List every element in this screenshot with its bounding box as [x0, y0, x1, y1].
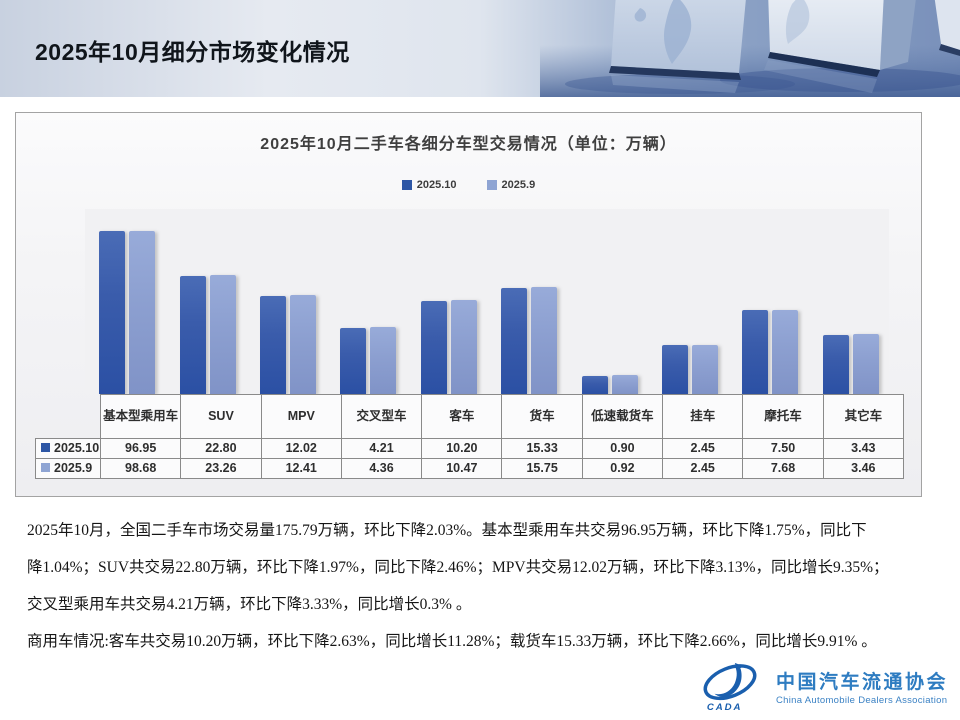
table-value-cell: 96.95 [99, 438, 182, 459]
legend-item: 2025.9 [486, 179, 536, 191]
table-header-cell: MPV [260, 394, 342, 439]
bar-group-MPV [246, 209, 326, 394]
table-value-cell: 0.92 [581, 458, 664, 479]
series-swatch-icon [41, 463, 50, 473]
legend-item: 2025.10 [401, 179, 457, 191]
bar-2025.9-货车 [531, 287, 558, 394]
bar-2025.10-基本型乘用车 [99, 231, 126, 394]
table-value-cell: 4.21 [340, 438, 423, 459]
chart-data-table: 基本型乘用车 SUV MPV 交叉型车 客车 货车 低速载货车 挂车 摩托车 其它车 2025.10… [35, 394, 905, 479]
table-value-cell: 98.68 [99, 458, 182, 479]
bar-group-基本型乘用车 [85, 209, 165, 394]
bar-2025.10-低速载货车 [581, 376, 608, 394]
bar-2025.10-挂车 [662, 345, 689, 394]
legend-swatch-icon [486, 180, 497, 190]
series-swatch-icon [41, 443, 50, 453]
plot-area [85, 209, 889, 394]
bar-group-货车 [487, 209, 567, 394]
legend-swatch-icon [401, 180, 412, 190]
bar-2025.9-低速载货车 [611, 375, 638, 394]
table-value-cell: 10.47 [421, 458, 503, 479]
bar-2025.9-其它车 [852, 334, 879, 394]
bar-2025.9-摩托车 [772, 310, 799, 394]
legend-label: 2025.10 [416, 179, 457, 191]
table-value-cell: 2.45 [662, 438, 744, 459]
cada-logo: CADA 中国汽车流通协会 China Automobile Dealers A… [693, 659, 948, 713]
bar-2025.10-其它车 [822, 335, 849, 394]
bar-group-客车 [407, 209, 487, 394]
cada-emblem-icon: CADA [703, 662, 757, 713]
bar-2025.10-客车 [420, 301, 447, 394]
table-row-label: 2025.9 [35, 458, 101, 479]
summary-line: 交叉型乘用车共交易4.21万辆，环比下降3.33%，同比增长0.3% 。 [27, 596, 472, 613]
table-value-cell: 4.36 [340, 458, 423, 479]
bar-2025.10-MPV [260, 296, 287, 394]
bar-group-低速载货车 [567, 209, 647, 394]
table-value-cell: 15.33 [501, 438, 583, 459]
summary-line: 2025年10月，全国二手车市场交易量175.79万辆，环比下降2.03%。基本… [27, 522, 867, 539]
summary-line: 商用车情况:客车共交易10.20万辆，环比下降2.63%，同比增长11.28%；… [27, 633, 877, 650]
table-value-cell: 2.45 [662, 458, 744, 479]
table-corner-cell [36, 395, 101, 439]
bar-2025.9-交叉型车 [370, 327, 397, 394]
table-value-cell: 7.50 [742, 438, 824, 459]
table-value-cell: 12.02 [260, 438, 342, 459]
logo-texts: 中国汽车流通协会 China Automobile Dealers Associ… [776, 667, 948, 706]
table-value-cell: 0.90 [581, 438, 664, 459]
logo-name-en: China Automobile Dealers Association [775, 694, 948, 706]
bar-2025.10-SUV [179, 276, 206, 394]
table-value-cell: 10.20 [421, 438, 503, 459]
summary-line: 降1.04%；SUV共交易22.80万辆，环比下降1.97%，同比下降2.46%… [27, 559, 889, 576]
bar-group-挂车 [648, 209, 728, 394]
bar-group-SUV [165, 209, 245, 394]
bar-2025.9-挂车 [692, 345, 719, 394]
table-value-cell: 12.41 [260, 458, 342, 479]
bar-2025.9-SUV [209, 275, 236, 394]
bar-group-其它车 [809, 209, 889, 394]
table-row-label: 2025.10 [35, 438, 101, 459]
bar-2025.10-摩托车 [742, 310, 769, 394]
table-value-cell: 23.26 [180, 458, 262, 479]
table-header-cell: 交叉型车 [340, 394, 423, 439]
banner: 2025年10月细分市场变化情况 [0, 0, 960, 97]
table-value-cell: 7.68 [742, 458, 824, 479]
chart-card: 2025年10月二手车各细分车型交易情况（单位：万辆） 2025.10 2025.… [15, 112, 922, 497]
table-header-cell: 挂车 [662, 394, 744, 439]
table-value-cell: 22.80 [180, 438, 262, 459]
bar-2025.9-MPV [290, 295, 317, 394]
table-header-cell: 基本型乘用车 [99, 394, 182, 439]
bar-group-摩托车 [728, 209, 808, 394]
table-header-cell: 其它车 [822, 394, 905, 439]
table-header-cell: SUV [180, 394, 262, 439]
bar-2025.10-货车 [501, 288, 528, 394]
table-value-cell: 3.43 [822, 438, 905, 459]
chart-legend: 2025.10 2025.9 [16, 179, 921, 191]
bar-2025.9-基本型乘用车 [129, 231, 156, 394]
table-value-cell: 15.75 [501, 458, 583, 479]
table-header-cell: 客车 [421, 394, 503, 439]
table-row: 2025.9 98.68 23.26 12.41 4.36 10.47 15.75 0.92 2… [35, 458, 905, 479]
banner-cubes-graphic [0, 0, 960, 97]
bar-2025.10-交叉型车 [340, 328, 367, 394]
cada-acronym: CADA [707, 702, 743, 713]
table-header-cell: 低速载货车 [581, 394, 664, 439]
legend-label: 2025.9 [501, 179, 536, 191]
bar-2025.9-客车 [450, 300, 477, 394]
table-header-cell: 货车 [501, 394, 583, 439]
summary-text: 2025年10月，全国二手车市场交易量175.79万辆，环比下降2.03%。基本… [27, 512, 947, 660]
bar-group-交叉型车 [326, 209, 406, 394]
table-row: 2025.10 96.95 22.80 12.02 4.21 10.20 15.33 0.90… [35, 438, 905, 459]
page-title: 2025年10月细分市场变化情况 [35, 39, 350, 65]
table-header-cell: 摩托车 [742, 394, 824, 439]
logo-name-cn: 中国汽车流通协会 [775, 671, 948, 693]
chart-title: 2025年10月二手车各细分车型交易情况（单位：万辆） [260, 136, 677, 153]
series-name: 2025.10 [54, 441, 100, 456]
table-value-cell: 3.46 [822, 458, 905, 479]
series-name: 2025.9 [54, 461, 93, 476]
